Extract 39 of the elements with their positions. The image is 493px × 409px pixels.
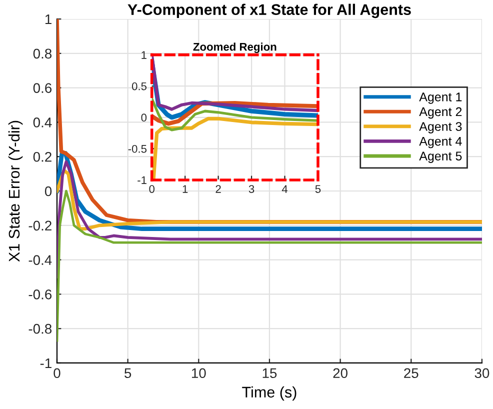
x-tick-label: 2 <box>216 185 221 193</box>
x-tick-label: 0 <box>149 185 154 193</box>
line-series <box>56 168 482 231</box>
y-tick-label: -0.6 <box>28 290 52 300</box>
y-tick-label: 1 <box>142 51 146 59</box>
y-tick-label: -0.8 <box>28 324 52 334</box>
legend-label: Agent 5 <box>419 152 462 163</box>
x-tick-label: 20 <box>333 368 348 378</box>
y-tick-label: 0.4 <box>33 118 52 128</box>
y-tick-label: 0.5 <box>132 82 147 90</box>
x-axis-title: Time (s) <box>242 386 296 401</box>
y-tick-label: -0.5 <box>128 144 147 153</box>
legend-label: Agent 3 <box>419 122 462 134</box>
x-tick-label: 0 <box>54 368 60 378</box>
line-series <box>152 97 318 132</box>
y-tick-label: 0.6 <box>33 83 52 93</box>
legend-label: Agent 4 <box>419 136 462 148</box>
x-tick-label: 15 <box>262 368 277 378</box>
y-tick-label: -0.4 <box>28 255 52 265</box>
y-axis-title: X1 State Error (Y-dir) <box>8 120 23 262</box>
x-tick-label: 5 <box>315 185 321 193</box>
legend-label: Agent 2 <box>419 107 462 119</box>
chart-title: Y-Component of x1 State for All Agents <box>128 4 411 18</box>
x-tick-label: 25 <box>404 368 418 378</box>
x-tick-label: 4 <box>282 185 288 193</box>
y-tick-label: 1 <box>45 14 52 24</box>
y-tick-label: -1 <box>40 358 52 368</box>
x-tick-label: 30 <box>474 368 490 378</box>
chart-title: Zoomed Region <box>193 42 276 53</box>
y-tick-label: -0.2 <box>28 220 52 231</box>
y-tick-label: 0.8 <box>33 48 52 59</box>
x-tick-label: 1 <box>182 185 188 193</box>
y-tick-label: 0.2 <box>33 152 52 162</box>
y-tick-label: 0 <box>141 114 147 122</box>
x-tick-label: 3 <box>248 185 254 193</box>
x-tick-label: 10 <box>192 368 206 378</box>
x-tick-label: 5 <box>124 368 132 378</box>
legend-label: Agent 1 <box>419 92 462 104</box>
y-tick-label: -1 <box>138 176 146 184</box>
